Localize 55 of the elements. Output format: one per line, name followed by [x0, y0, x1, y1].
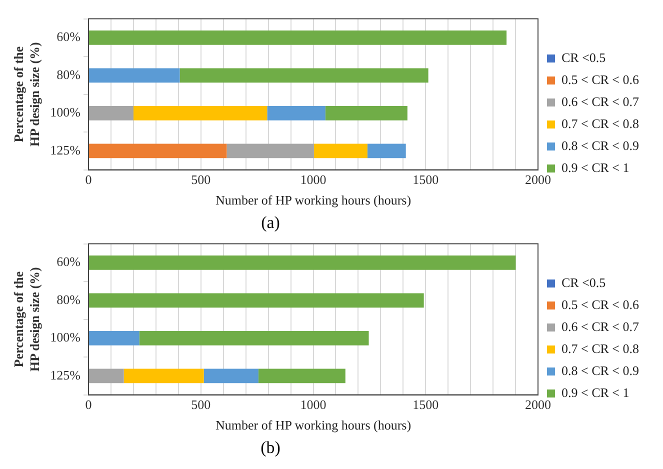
bar	[89, 144, 227, 158]
x-tick-label: 1500	[412, 397, 439, 412]
y-tick-label: 100%	[50, 330, 81, 345]
legend-label: 0.8 < CR < 0.9	[561, 362, 640, 378]
x-tick-label: 0	[85, 172, 92, 188]
bar	[124, 368, 204, 384]
bar	[180, 68, 428, 83]
legend-label: 0.6 < CR < 0.7	[561, 94, 640, 109]
bar	[89, 68, 180, 83]
bar	[89, 255, 516, 270]
text: (b)	[260, 438, 282, 458]
legend-label: 0.5 < CR < 0.6	[561, 72, 640, 87]
x-axis-title: Number of HP working hours (hours)	[215, 192, 412, 208]
legend-label: 0.5 < CR < 0.6	[561, 296, 640, 312]
legend-label: CR <0.5	[561, 50, 606, 65]
y-axis-title: Percentage of the HP design size (%)	[11, 42, 42, 146]
y-axis-title: Percentage of the HP design size (%)	[11, 267, 42, 372]
bar	[89, 106, 134, 120]
legend-label: 0.9 < CR < 1	[561, 384, 630, 400]
x-tick-label: 500	[191, 397, 211, 412]
y-tick-label: 80%	[56, 66, 81, 82]
y-tick-label: 125%	[50, 367, 81, 382]
x-tick-label: 1000	[300, 397, 326, 412]
bar	[133, 106, 268, 120]
y-tick-label: 125%	[50, 142, 81, 158]
bar	[139, 330, 369, 346]
legend-label: 0.7 < CR < 0.8	[561, 340, 640, 356]
bar	[89, 330, 140, 346]
legend-label: 0.6 < CR < 0.7	[561, 318, 640, 334]
x-tick-label: 0	[85, 397, 92, 412]
x-tick-label: 1500	[412, 172, 439, 188]
bar	[89, 368, 124, 384]
x-tick-label: 500	[191, 172, 211, 188]
legend-label: 0.7 < CR < 0.8	[561, 116, 640, 131]
bar	[314, 144, 368, 158]
bar	[89, 30, 507, 45]
legend-label: 0.9 < CR < 1	[561, 160, 630, 175]
x-tick-label: 1000	[300, 172, 326, 188]
y-tick-label: 100%	[50, 104, 81, 120]
legend-label: CR <0.5	[561, 274, 606, 290]
bar	[367, 144, 406, 158]
bar	[267, 106, 326, 120]
bar	[89, 293, 424, 308]
bar	[226, 144, 314, 158]
text: (a)	[260, 213, 281, 233]
y-tick-label: 60%	[56, 254, 81, 270]
bar	[325, 106, 408, 120]
bar	[258, 368, 346, 384]
legend-label: 0.8 < CR < 0.9	[561, 138, 640, 153]
x-tick-label: 2000	[524, 172, 551, 188]
x-axis-title: Number of HP working hours (hours)	[215, 418, 412, 433]
bar	[204, 368, 258, 384]
y-tick-label: 60%	[56, 29, 81, 44]
x-tick-label: 2000	[524, 397, 551, 412]
y-tick-label: 80%	[56, 292, 81, 307]
